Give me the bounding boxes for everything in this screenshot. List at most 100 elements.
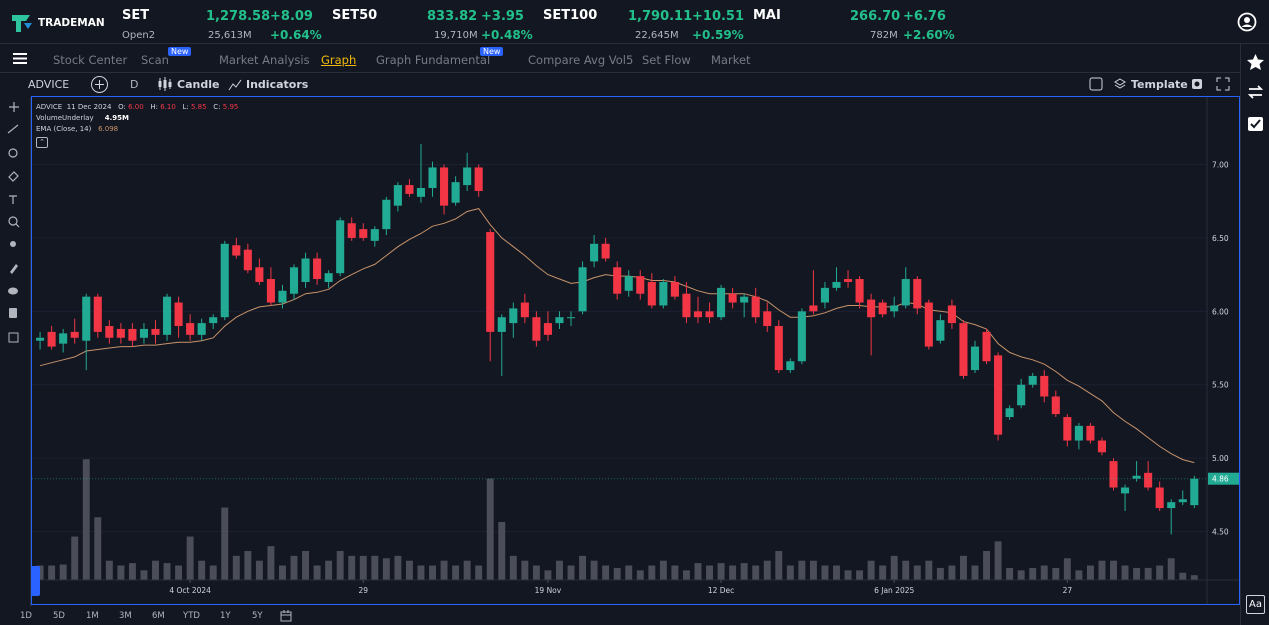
index-volume: 782M bbox=[870, 30, 898, 41]
nav-item[interactable]: Set Flow bbox=[642, 53, 691, 67]
chart-style-select[interactable]: Candle bbox=[177, 78, 220, 91]
volume-bar bbox=[682, 570, 690, 580]
volume-row: VolumeUnderlay 4.95M bbox=[36, 113, 238, 124]
nav-item[interactable]: Market bbox=[711, 53, 751, 67]
volume-bar bbox=[556, 560, 563, 580]
interval-select[interactable]: D bbox=[130, 78, 139, 91]
candle-body bbox=[1167, 502, 1176, 509]
volume-bar bbox=[325, 560, 333, 580]
nav-bar: Stock Center Scan New Market Analysis Gra… bbox=[0, 44, 1240, 73]
candle-body bbox=[47, 331, 56, 347]
nav-label: Scan bbox=[141, 53, 169, 67]
candle-body bbox=[659, 281, 668, 306]
volume-bar bbox=[902, 560, 910, 580]
candle-body bbox=[313, 258, 322, 280]
candle-body bbox=[1097, 440, 1107, 453]
price-chart: 7.00 6.50 6.00 5.50 5.00 4.50 4 Oct 2024 29 19 N… bbox=[31, 96, 1240, 605]
legend-label: L: bbox=[182, 103, 189, 111]
sidebar-icons[interactable] bbox=[1241, 44, 1269, 144]
nav-item[interactable]: Graph bbox=[321, 53, 357, 67]
index-percent: +0.59% bbox=[692, 28, 744, 42]
volume-bar bbox=[1029, 567, 1037, 580]
nav-item[interactable]: Stock Center bbox=[53, 53, 128, 67]
index-name[interactable]: SET100 bbox=[543, 8, 598, 23]
menu-icon[interactable] bbox=[13, 53, 27, 64]
volume-bar bbox=[232, 555, 240, 580]
index-name[interactable]: MAI bbox=[753, 8, 781, 23]
volume-bar bbox=[544, 570, 552, 580]
index-percent: +2.60% bbox=[903, 28, 955, 42]
candle-body bbox=[220, 243, 229, 318]
checkbox[interactable] bbox=[1089, 77, 1103, 91]
y-tick-label: 5.50 bbox=[1212, 381, 1229, 390]
volume-bar bbox=[394, 555, 402, 580]
logo-icon bbox=[12, 15, 32, 32]
volume-bar bbox=[833, 565, 840, 580]
nav-item[interactable]: Compare Avg Vol5 bbox=[528, 53, 634, 67]
index-name[interactable]: SET50 bbox=[332, 8, 378, 23]
candle-body bbox=[70, 331, 79, 338]
volume-bar bbox=[856, 570, 864, 580]
nav-item[interactable]: Scan New bbox=[141, 47, 192, 67]
candle-body bbox=[728, 293, 737, 303]
x-tick-label: 12 Dec bbox=[708, 586, 734, 595]
volume-bar bbox=[671, 565, 679, 580]
indicators-button[interactable]: Indicators bbox=[246, 78, 309, 91]
candle-body bbox=[209, 317, 218, 324]
template-button[interactable]: Template bbox=[1131, 78, 1188, 91]
index-name[interactable]: SET bbox=[122, 8, 150, 23]
font-size-button[interactable]: Aa bbox=[1246, 595, 1265, 614]
candle-body bbox=[590, 243, 599, 262]
range-button[interactable]: 6M bbox=[152, 611, 165, 621]
compare-button[interactable] bbox=[90, 75, 109, 94]
volume-bar bbox=[82, 459, 90, 580]
candle-body bbox=[613, 267, 622, 294]
volume-bar bbox=[625, 565, 633, 580]
legend-label: H: bbox=[150, 103, 158, 111]
legend-high: 6.10 bbox=[160, 103, 176, 111]
range-button[interactable]: 3M bbox=[119, 611, 132, 621]
ema-line bbox=[39, 208, 1195, 464]
range-button[interactable]: 5Y bbox=[252, 611, 263, 621]
volume-bar bbox=[636, 570, 644, 580]
range-button[interactable]: 1D bbox=[20, 611, 32, 621]
candle-body bbox=[797, 311, 806, 362]
x-tick-label: 6 Jan 2025 bbox=[874, 586, 914, 595]
index-value: 1,790.11 bbox=[628, 9, 693, 24]
user-icon[interactable] bbox=[1237, 12, 1257, 32]
candle-body bbox=[843, 279, 853, 282]
range-button[interactable]: 1Y bbox=[220, 611, 231, 621]
nav-item[interactable]: Market Analysis bbox=[219, 53, 310, 67]
nav-item[interactable]: Graph Fundamental New bbox=[376, 47, 504, 67]
symbol-input[interactable]: ADVICE bbox=[28, 78, 70, 91]
collapse-handle[interactable] bbox=[31, 566, 40, 596]
tool-icons[interactable] bbox=[0, 97, 30, 347]
volume-bar bbox=[152, 560, 159, 580]
volume-bar bbox=[371, 555, 379, 580]
volume-bar bbox=[1144, 567, 1152, 580]
candle-body bbox=[428, 167, 437, 189]
fullscreen-button[interactable] bbox=[1216, 77, 1230, 91]
volume-bar bbox=[648, 565, 656, 580]
drawing-tools bbox=[0, 97, 31, 607]
volume-bar bbox=[775, 551, 783, 580]
index-percent: +0.48% bbox=[481, 28, 533, 42]
candle-body bbox=[647, 281, 656, 306]
range-button[interactable]: 1M bbox=[86, 611, 99, 621]
candle-body bbox=[301, 258, 310, 282]
index-bar: TRADEMAN SET 1,278.58 +8.09 Open2 25,613… bbox=[0, 0, 1269, 44]
range-button[interactable]: 5D bbox=[53, 611, 65, 621]
candle-body bbox=[255, 267, 264, 282]
range-button[interactable]: YTD bbox=[183, 611, 200, 621]
index-value: 833.82 bbox=[427, 9, 478, 24]
candle-body bbox=[936, 320, 945, 341]
candle-body bbox=[278, 290, 287, 303]
indicator-icon bbox=[228, 79, 242, 91]
volume-bar bbox=[1179, 572, 1187, 580]
candle-body bbox=[532, 317, 541, 341]
volume-bar bbox=[1040, 565, 1048, 580]
collapse-legend[interactable]: ⌃ bbox=[36, 137, 48, 148]
calendar-button[interactable] bbox=[280, 610, 292, 622]
snapshot-button[interactable] bbox=[1191, 78, 1203, 90]
